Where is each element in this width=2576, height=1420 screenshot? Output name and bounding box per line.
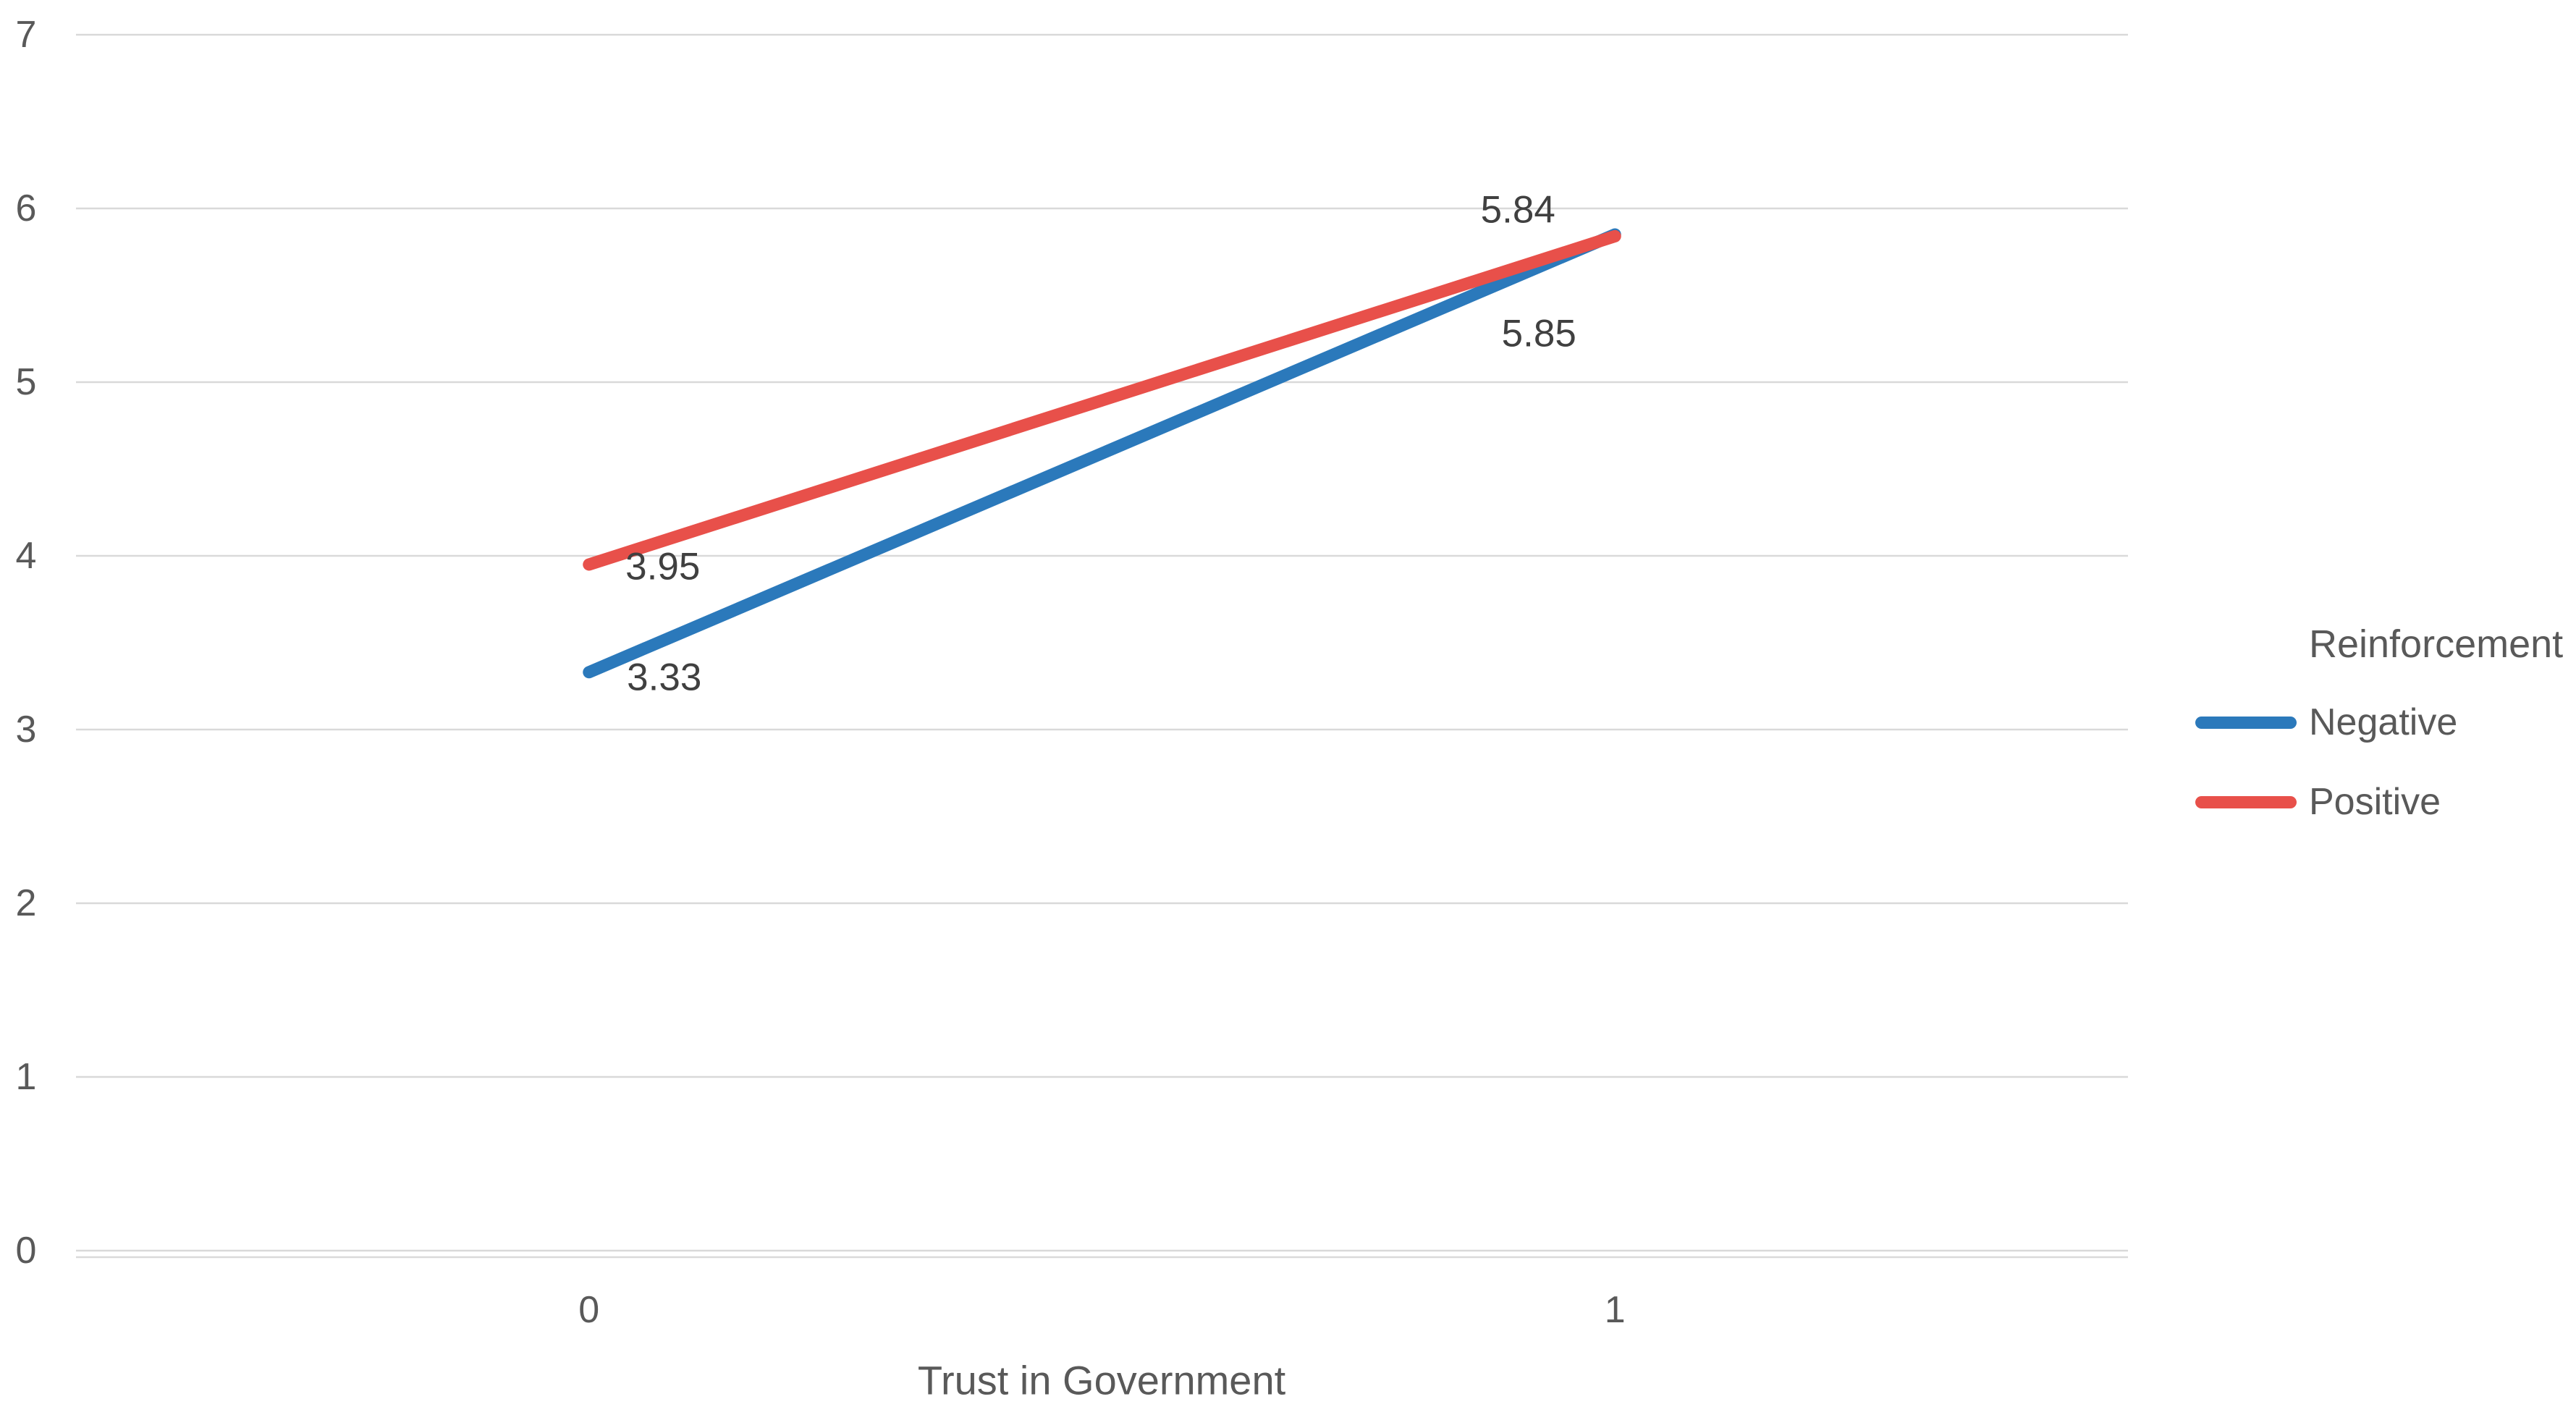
- y-tick-label-5: 5: [15, 361, 37, 403]
- negative-data-label-3.33: 3.33: [627, 656, 702, 699]
- x-tick-label-0: 0: [578, 1289, 600, 1331]
- legend-label-positive: Positive: [2309, 781, 2441, 823]
- y-tick-label-7: 7: [15, 14, 37, 56]
- y-tick-label-1: 1: [15, 1056, 37, 1098]
- negative-legend-swatch-icon: [2195, 716, 2297, 729]
- x-axis-title: Trust in Government: [917, 1357, 1286, 1403]
- legend-title: Reinforcement: [2309, 622, 2564, 666]
- y-tick-label-6: 6: [15, 187, 37, 229]
- positive-data-label-5.84: 5.84: [1480, 188, 1555, 232]
- legend-item-positive: Positive: [2195, 779, 2572, 824]
- y-tick-label-4: 4: [15, 535, 37, 577]
- legend-items: Negative Positive: [2195, 700, 2572, 824]
- positive-series-line: [583, 229, 1621, 571]
- negative-data-label-5.85: 5.85: [1501, 312, 1576, 355]
- positive-data-label-3.95: 3.95: [625, 545, 701, 588]
- y-tick-label-3: 3: [15, 709, 37, 751]
- x-tick-label-1: 1: [1604, 1289, 1626, 1331]
- negative-series-line: [583, 228, 1621, 679]
- y-tick-label-2: 2: [15, 882, 37, 924]
- legend-item-negative: Negative: [2195, 700, 2572, 745]
- positive-legend-swatch-icon: [2195, 795, 2297, 808]
- legend-label-negative: Negative: [2309, 701, 2458, 743]
- legend: Reinforcement Negative Positive: [2195, 619, 2572, 859]
- y-tick-label-0: 0: [15, 1230, 37, 1272]
